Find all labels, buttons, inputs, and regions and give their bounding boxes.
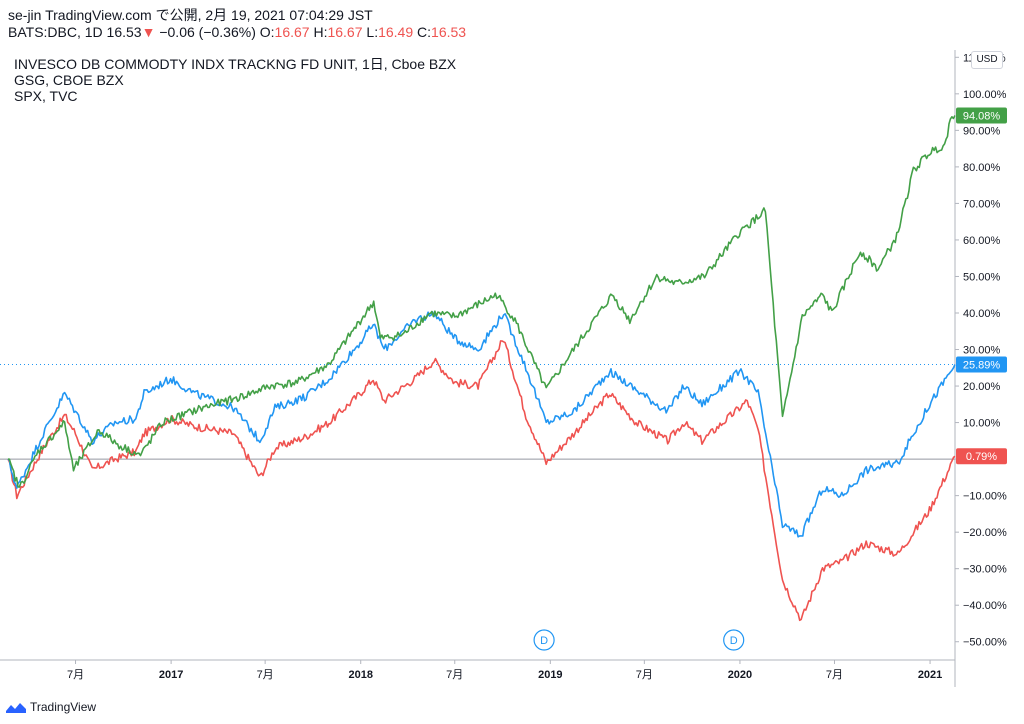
ohlc-bar: BATS:DBC, 1D 16.53▼ −0.06 (−0.36%) O:16.… — [8, 24, 466, 40]
y-tick-label: 60.00% — [963, 235, 1001, 247]
dividend-marker-label: D — [730, 635, 738, 647]
branding-text: TradingView — [30, 700, 97, 714]
last-value-tag — [956, 356, 1007, 373]
y-tick-label: −50.00% — [963, 637, 1007, 649]
y-tick-label: 30.00% — [963, 345, 1001, 357]
last-value-text: 0.79% — [966, 451, 997, 463]
y-tick-label: 100.00% — [963, 89, 1007, 101]
y-tick-label: −10.00% — [963, 491, 1007, 503]
y-tick-label: 80.00% — [963, 162, 1001, 174]
series-line — [7, 115, 956, 488]
dividend-marker[interactable] — [533, 629, 555, 651]
x-tick-label: 7月 — [826, 669, 843, 681]
last-value-tag — [956, 107, 1007, 124]
x-tick-label: 7月 — [257, 669, 274, 681]
currency-button[interactable]: USD — [971, 51, 1003, 69]
high-label: H: — [313, 24, 328, 40]
legend-spx: SPX, TVC — [14, 88, 78, 104]
x-tick-label: 2018 — [348, 669, 372, 681]
close-value: 16.53 — [431, 24, 467, 40]
last-value-text: 25.89% — [963, 360, 1001, 372]
high-value: 16.67 — [327, 24, 363, 40]
axes: 110.00%100.00%90.00%80.00%70.00%60.00%50… — [0, 50, 1007, 687]
last-value-labels: 0.79% 25.89% 94.08% — [956, 107, 1007, 465]
series-lines — [7, 115, 956, 622]
dividend-marker[interactable] — [723, 629, 745, 651]
x-tick-label: 2017 — [159, 669, 183, 681]
x-tick-label: 7月 — [446, 669, 463, 681]
series-line — [7, 340, 956, 622]
x-tick-label: 2020 — [728, 669, 752, 681]
low-value: 16.49 — [378, 24, 414, 40]
open-label: O: — [259, 24, 275, 40]
down-arrow-icon: ▼ — [141, 24, 156, 40]
y-tick-label: 20.00% — [963, 381, 1001, 393]
legend-dbc: INVESCO DB COMMODTY INDX TRACKNG FD UNIT… — [14, 56, 457, 72]
x-tick-label: 7月 — [636, 669, 653, 681]
y-tick-label: −20.00% — [963, 527, 1007, 539]
dividend-marker-label: D — [540, 635, 548, 647]
last-value-text: 94.08% — [963, 110, 1001, 122]
grid — [0, 364, 955, 460]
x-tick-label: 7月 — [67, 669, 84, 681]
publish-info: se-jin TradingView.com で公開, 2月 19, 2021 … — [8, 7, 373, 23]
y-tick-label: 90.00% — [963, 125, 1001, 137]
last-value-tag — [956, 448, 1007, 465]
x-tick-label: 2019 — [538, 669, 562, 681]
y-tick-label: 10.00% — [963, 418, 1001, 430]
low-label: L: — [366, 24, 379, 40]
y-tick-label: −40.00% — [963, 600, 1007, 612]
y-tick-label: 50.00% — [963, 271, 1001, 283]
last-price: 16.53 — [106, 24, 142, 40]
legend-gsg: GSG, CBOE BZX — [14, 72, 124, 88]
y-tick-label: 70.00% — [963, 198, 1001, 210]
symbol-label: BATS:DBC, 1D — [8, 24, 103, 40]
y-tick-label: 40.00% — [963, 308, 1001, 320]
close-label: C: — [417, 24, 432, 40]
tradingview-logo-icon — [6, 703, 26, 713]
y-tick-label: −30.00% — [963, 564, 1007, 576]
open-value: 16.67 — [274, 24, 310, 40]
x-tick-label: 2021 — [918, 669, 942, 681]
tradingview-logo: TradingView — [6, 700, 96, 714]
price-change: −0.06 (−0.36%) — [159, 24, 256, 40]
series-line — [7, 311, 956, 538]
